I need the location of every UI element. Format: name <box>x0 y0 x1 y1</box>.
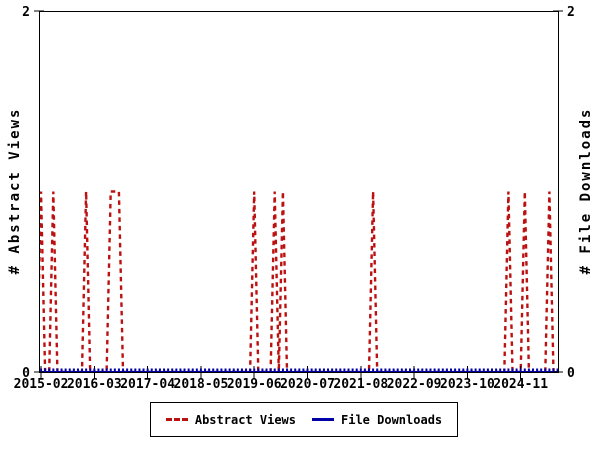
x-tick-label: 2021-08 <box>333 377 388 392</box>
abstract-views-line <box>39 190 558 372</box>
x-tick-label: 2020-07 <box>280 377 335 392</box>
x-tick-label: 2015-02 <box>14 377 69 392</box>
right-axis-title: # File Downloads <box>578 107 594 275</box>
legend: Abstract Views File Downloads <box>150 402 458 437</box>
left-axis-title: # Abstract Views <box>7 107 23 275</box>
plot-border <box>39 11 559 373</box>
file-downloads-line-sample <box>312 418 334 421</box>
y-tick-label-left: 0 <box>22 366 30 381</box>
x-tick-label: 2017-04 <box>120 377 175 392</box>
y-tick-label-right: 2 <box>567 5 575 20</box>
x-tick-label: 2023-10 <box>440 377 495 392</box>
x-tick-label: 2016-03 <box>67 377 122 392</box>
x-tick-label: 2022-09 <box>387 377 442 392</box>
x-tick-label: 2024-11 <box>493 377 548 392</box>
y-tick-label-left: 2 <box>22 5 30 20</box>
y-tick-label-right: 0 <box>567 366 575 381</box>
x-tick-label: 2018-05 <box>174 377 229 392</box>
abstract-views-line-sample <box>165 418 188 421</box>
x-tick-label: 2019-06 <box>227 377 282 392</box>
legend-label-abstract-views: Abstract Views <box>194 412 296 427</box>
legend-label-file-downloads: File Downloads <box>341 412 443 427</box>
